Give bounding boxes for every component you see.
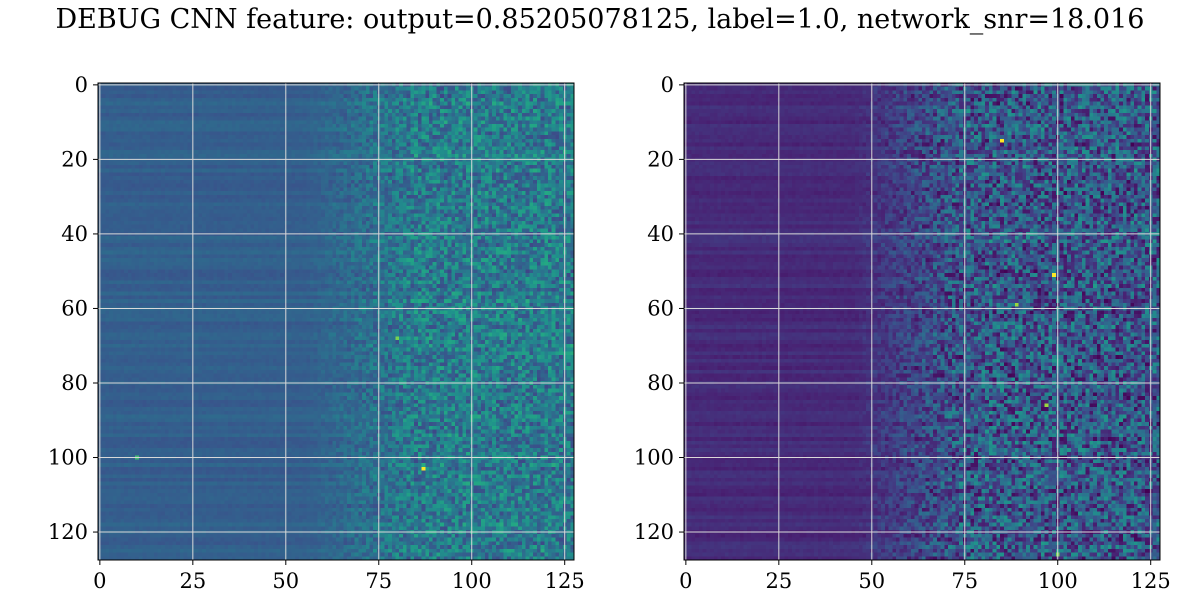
heatmap-image [98, 83, 574, 560]
y-tick-label: 60 [61, 296, 88, 320]
heatmap-image [684, 83, 1160, 560]
y-tick-label: 120 [48, 520, 88, 544]
x-tick-label: 0 [93, 569, 106, 593]
y-tick-label: 20 [647, 147, 674, 171]
axes-frame [683, 82, 1161, 561]
y-tick-label: 0 [661, 73, 674, 97]
y-tick-label: 80 [647, 371, 674, 395]
heatmap-panel-1: 0 25 50 75 100 125 0 20 40 60 80 100 120 [48, 73, 585, 593]
figure-title: DEBUG CNN feature: output=0.85205078125,… [55, 4, 1145, 35]
y-tick-label: 120 [634, 520, 674, 544]
y-tick-label: 80 [61, 371, 88, 395]
x-tick-label: 25 [765, 569, 792, 593]
x-tick-label: 0 [679, 569, 692, 593]
x-tick-label: 125 [545, 569, 585, 593]
x-tick-label: 25 [179, 569, 206, 593]
x-tick-label: 75 [365, 569, 392, 593]
y-tick-label: 20 [61, 147, 88, 171]
y-tick-label: 100 [634, 446, 674, 470]
heatmap-panel-2: 0 25 50 75 100 125 0 20 40 60 80 100 120 [634, 73, 1171, 593]
y-tick-label: 60 [647, 296, 674, 320]
x-tick-label: 50 [272, 569, 299, 593]
y-tick-label: 40 [61, 222, 88, 246]
x-tick-label: 125 [1131, 569, 1171, 593]
x-tick-label: 75 [951, 569, 978, 593]
axes-frame [97, 82, 575, 561]
y-tick-label: 0 [75, 73, 88, 97]
x-tick-label: 50 [858, 569, 885, 593]
x-tick-label: 100 [452, 569, 492, 593]
y-tick-label: 100 [48, 446, 88, 470]
x-tick-label: 100 [1038, 569, 1078, 593]
y-tick-label: 40 [647, 222, 674, 246]
